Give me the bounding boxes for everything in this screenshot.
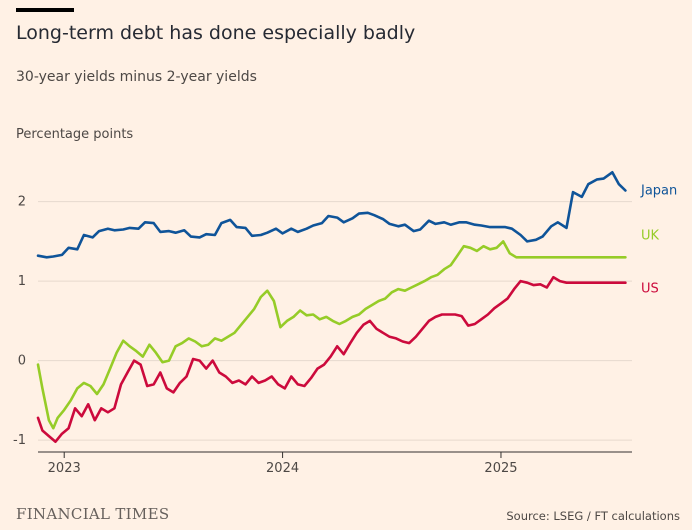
source-note: Source: LSEG / FT calculations <box>506 509 680 523</box>
series-label-uk: UK <box>641 228 660 243</box>
series-line-us <box>36 275 627 444</box>
series-line-japan <box>36 171 627 259</box>
series-line-uk <box>36 240 627 430</box>
y-tick-label: 0 <box>18 354 26 369</box>
chart-subtitle: 30-year yields minus 2-year yields <box>16 69 257 85</box>
x-tick-label: 2023 <box>48 461 81 476</box>
series-label-japan: Japan <box>640 184 677 199</box>
chart-title: Long-term debt has done especially badly <box>16 22 416 44</box>
y-tick-label: 1 <box>18 274 26 289</box>
x-tick-label: 2024 <box>266 461 299 476</box>
y-tick-label: -1 <box>13 433 26 448</box>
y-axis-label: Percentage points <box>16 127 134 142</box>
series-label-us: US <box>641 282 659 297</box>
y-tick-label: 2 <box>18 195 26 210</box>
ft-top-bar <box>16 8 74 12</box>
x-tick-label: 2025 <box>484 461 517 476</box>
brand-logo: FINANCIAL TIMES <box>16 505 170 523</box>
